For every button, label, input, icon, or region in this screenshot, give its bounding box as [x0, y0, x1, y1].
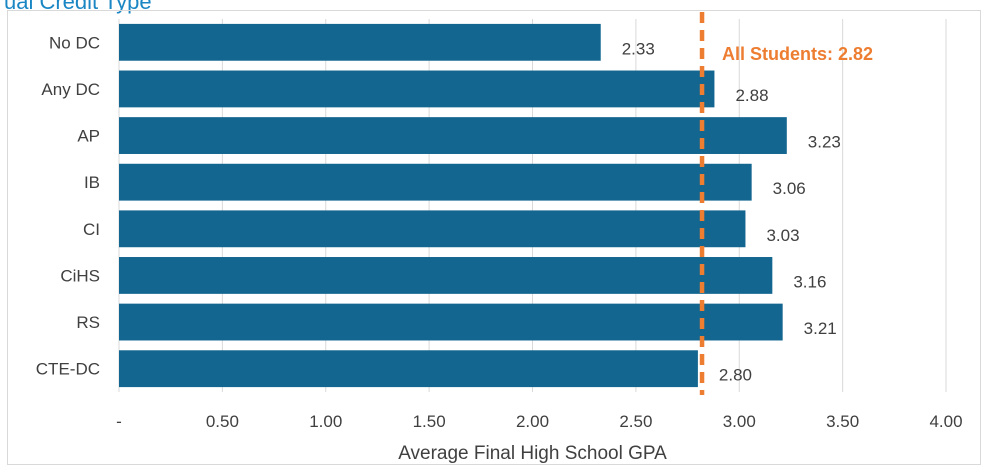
reference-line-group: All Students: 2.82	[699, 12, 873, 395]
data-label: 3.16	[793, 272, 826, 291]
category-label: CTE-DC	[36, 360, 100, 379]
category-label: No DC	[49, 33, 100, 52]
category-label: AP	[77, 127, 100, 146]
chart-title: ual Credit Type	[4, 0, 152, 14]
data-label: 3.23	[808, 133, 841, 152]
bars	[119, 23, 787, 388]
bar-ci	[119, 210, 746, 248]
x-tick-label: 2.50	[619, 412, 652, 431]
bar-ap	[119, 117, 787, 154]
category-label: CiHS	[60, 266, 100, 285]
bar-any-dc	[119, 70, 715, 108]
x-tick-label: 3.50	[826, 412, 859, 431]
bar-cte-dc	[119, 350, 698, 388]
bar-rs	[119, 303, 783, 341]
x-tick-label: -	[116, 412, 122, 431]
x-tick-label: 1.00	[309, 412, 342, 431]
data-label: 3.21	[804, 319, 837, 338]
labels: - 0.50 1.00 1.50 2.00 2.50 3.00 3.50 4.00 No DC 2.…	[36, 33, 963, 431]
category-label: Any DC	[41, 80, 100, 99]
x-tick-label: 1.50	[413, 412, 446, 431]
data-label: 3.06	[773, 179, 806, 198]
category-label: RS	[76, 313, 100, 332]
x-tick-label: 0.50	[206, 412, 239, 431]
data-label: 2.88	[735, 86, 768, 105]
category-label: CI	[83, 220, 100, 239]
bar-ib	[119, 163, 752, 201]
bar-no-dc	[119, 23, 601, 61]
reference-line-label: All Students: 2.82	[722, 44, 873, 64]
chart-frame	[7, 10, 981, 465]
x-tick-label: 3.00	[723, 412, 756, 431]
category-label: IB	[84, 173, 100, 192]
data-label: 2.33	[622, 39, 655, 58]
data-label: 3.03	[766, 226, 799, 245]
data-label: 2.80	[719, 366, 752, 385]
x-axis-title: Average Final High School GPA	[398, 443, 667, 464]
x-tick-label: 4.00	[929, 412, 962, 431]
bar-cihs	[119, 257, 773, 294]
x-tick-label: 2.00	[516, 412, 549, 431]
